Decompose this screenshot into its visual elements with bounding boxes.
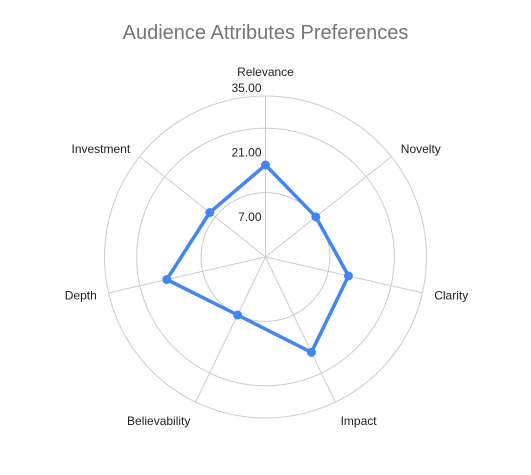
axis-spoke-4 [195,256,266,403]
tick-label-0: 7.00 [238,210,262,224]
tick-label-1: 21.00 [231,145,261,159]
data-point-investment[interactable] [205,208,215,218]
radar-series [162,160,353,357]
data-point-believability[interactable] [233,310,243,320]
axis-label-novelty: Novelty [401,142,441,156]
series-line-0 [165,163,351,355]
axis-label-impact: Impact [341,414,378,428]
axis-spoke-5 [108,256,266,294]
radar-axes [108,96,423,403]
axis-spoke-2 [265,256,423,294]
axis-label-investment: Investment [71,142,130,156]
data-point-relevance[interactable] [261,160,270,170]
tick-label-2: 35.00 [231,81,261,95]
data-point-impact[interactable] [306,347,316,357]
axis-spoke-6 [139,156,266,258]
axis-spoke-1 [265,156,392,258]
chart-title: Audience Attributes Preferences [122,22,409,44]
radar-labels: 7.00 21.00 35.00 Relevance Novelty Clarity Imp… [65,65,468,428]
axis-label-relevance: Relevance [237,65,294,79]
data-point-novelty[interactable] [311,212,321,222]
axis-label-believability: Believability [127,414,190,428]
axis-spoke-3 [265,256,336,403]
data-point-clarity[interactable] [343,271,353,281]
axis-label-clarity: Clarity [434,289,468,303]
data-point-depth[interactable] [162,275,172,285]
axis-label-depth: Depth [65,289,97,303]
